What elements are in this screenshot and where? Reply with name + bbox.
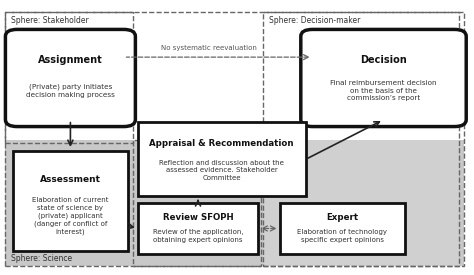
Text: Expert: Expert	[326, 213, 358, 222]
FancyBboxPatch shape	[5, 140, 464, 266]
Text: Assessment: Assessment	[40, 175, 101, 184]
Text: Decision: Decision	[360, 55, 407, 65]
FancyBboxPatch shape	[280, 203, 405, 254]
Text: No systematic reevaluation: No systematic reevaluation	[161, 45, 256, 51]
FancyBboxPatch shape	[12, 151, 128, 251]
Text: Elaboration of technology
specific expert opinions: Elaboration of technology specific exper…	[297, 229, 387, 243]
Text: Appraisal & Recommendation: Appraisal & Recommendation	[149, 139, 294, 148]
Text: Sphere: Decision-maker: Sphere: Decision-maker	[269, 16, 361, 25]
Text: Final reimbursement decision
on the basis of the
commission’s report: Final reimbursement decision on the basi…	[330, 80, 437, 101]
FancyBboxPatch shape	[138, 203, 258, 254]
Text: Sphere: Stakeholder: Sphere: Stakeholder	[11, 16, 89, 25]
FancyBboxPatch shape	[5, 29, 136, 126]
FancyBboxPatch shape	[263, 140, 459, 266]
Text: (Private) party initiates
decision making process: (Private) party initiates decision makin…	[26, 84, 115, 98]
FancyBboxPatch shape	[301, 29, 466, 126]
Text: Review SFOPH: Review SFOPH	[163, 213, 233, 222]
Text: Elaboration of current
state of science by
(private) applicant
(danger of confli: Elaboration of current state of science …	[32, 197, 109, 235]
FancyBboxPatch shape	[138, 122, 306, 196]
Text: Assignment: Assignment	[38, 55, 103, 65]
Text: Reflection and discussion about the
assessed evidence. Stakeholder
Committee: Reflection and discussion about the asse…	[159, 160, 284, 181]
Text: Review of the application,
obtaining expert opinions: Review of the application, obtaining exp…	[153, 229, 243, 243]
Text: Sphere: Science: Sphere: Science	[11, 254, 72, 263]
